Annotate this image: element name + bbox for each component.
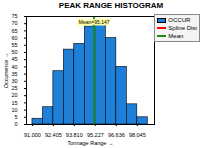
svg-text:20: 20 bbox=[11, 92, 17, 98]
svg-text:40: 40 bbox=[11, 64, 17, 70]
svg-text:91.000: 91.000 bbox=[24, 132, 41, 138]
svg-text:50: 50 bbox=[11, 49, 17, 55]
svg-text:55: 55 bbox=[11, 42, 17, 48]
svg-text:15: 15 bbox=[11, 100, 17, 106]
svg-text:35: 35 bbox=[11, 71, 17, 77]
svg-text:70: 70 bbox=[11, 20, 17, 26]
svg-text:10: 10 bbox=[11, 107, 17, 113]
svg-text:65: 65 bbox=[11, 28, 17, 34]
svg-text:93.810: 93.810 bbox=[66, 132, 83, 138]
html-text:OCCUR: OCCUR bbox=[168, 17, 191, 23]
svg-text:Mean=95.147: Mean=95.147 bbox=[79, 19, 110, 25]
svg-text:75: 75 bbox=[11, 13, 17, 19]
svg-text:25: 25 bbox=[11, 85, 17, 91]
svg-text:Occurrence →: Occurrence → bbox=[3, 53, 9, 88]
svg-text:45: 45 bbox=[11, 56, 17, 62]
svg-text:Tonnage Range →: Tonnage Range → bbox=[68, 140, 114, 146]
svg-text:0: 0 bbox=[14, 121, 17, 127]
svg-text:98.045: 98.045 bbox=[129, 132, 146, 138]
html-text:PEAK RANGE HISTOGRAM: PEAK RANGE HISTOGRAM bbox=[58, 1, 164, 10]
svg-text:5: 5 bbox=[14, 114, 17, 120]
svg-text:96.636: 96.636 bbox=[108, 132, 125, 138]
html-text:Spline Dist: Spline Dist bbox=[168, 25, 197, 31]
svg-text:92.405: 92.405 bbox=[45, 132, 62, 138]
svg-text:95.227: 95.227 bbox=[87, 132, 104, 138]
html-text:Mean: Mean bbox=[168, 33, 184, 39]
svg-text:30: 30 bbox=[11, 78, 17, 84]
svg-text:60: 60 bbox=[11, 35, 17, 41]
